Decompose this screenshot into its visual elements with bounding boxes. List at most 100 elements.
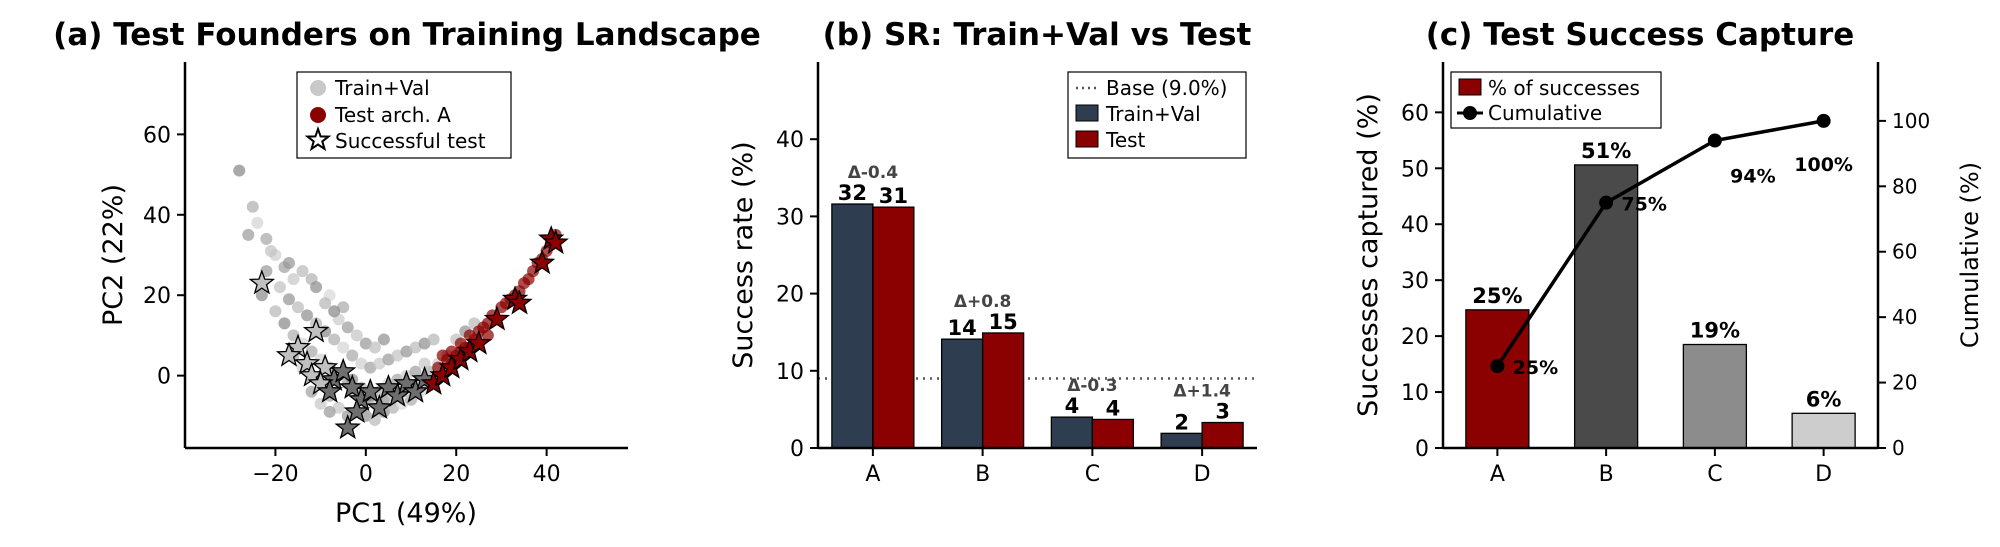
panel-c: (c) Test Success Capture 25% 51% 19% 6% 25% 7… — [1353, 17, 1984, 487]
train-val-point — [368, 341, 381, 354]
train-val-point — [301, 309, 314, 322]
panel-c-title: (c) Test Success Capture — [1426, 17, 1855, 53]
y-tick-label: 30 — [776, 205, 804, 230]
test-arch-a-point — [481, 329, 494, 342]
successful-test-star — [248, 269, 276, 295]
panel-a-ticks: −20 0 20 40 0 20 40 60 — [143, 123, 561, 487]
successful-test-star — [465, 329, 492, 355]
y-tick-label: 0 — [790, 437, 804, 462]
train-val-point — [273, 281, 286, 294]
train-val-point — [269, 305, 282, 318]
train-val-point — [310, 281, 323, 294]
cumulative-line — [1495, 119, 1824, 368]
y-tick-label: 30 — [1401, 269, 1429, 294]
panel-b-title: (b) SR: Train+Val vs Test — [823, 17, 1252, 53]
bar-value-label: 51% — [1581, 139, 1631, 163]
bar-value-label: 14 — [948, 316, 977, 340]
train-val-point — [296, 265, 309, 278]
y-right-tick-label: 40 — [1892, 305, 1917, 329]
y-tick-label: 40 — [1401, 213, 1429, 238]
cumulative-value-label: 94% — [1730, 166, 1775, 188]
legend-pct-successes-label: % of successes — [1488, 76, 1640, 100]
successes-bar — [1682, 343, 1748, 449]
train-val-point — [332, 401, 345, 414]
legend-test-arch-label: Test arch. A — [334, 103, 451, 127]
legend-train-val-label: Train+Val — [1105, 102, 1201, 126]
x-tick-label: B — [975, 462, 990, 487]
y-tick-label: 50 — [1401, 157, 1429, 182]
y-tick-label: 0 — [1415, 437, 1429, 462]
train-val-point — [418, 357, 431, 370]
cumulative-value-label: 75% — [1621, 194, 1666, 216]
panel-c-y-label-left: Successes captured (%) — [1353, 93, 1384, 417]
y-right-tick-label: 0 — [1892, 436, 1905, 460]
panel-b-legend: Base (9.0%) Train+Val Test — [1067, 71, 1247, 159]
y-tick-label: 10 — [1401, 381, 1429, 406]
y-right-tick-label: 20 — [1892, 371, 1917, 395]
train-val-point — [328, 305, 341, 318]
test-bar — [1091, 418, 1135, 449]
train-val-point — [337, 301, 350, 314]
bar-value-label: 31 — [879, 184, 908, 208]
panel-b: (b) SR: Train+Val vs Test 32 31Δ-0.414 15Δ… — [728, 17, 1257, 487]
y-tick-label: 20 — [776, 283, 804, 308]
panel-b-y-label: Success rate (%) — [728, 141, 759, 368]
y-tick-label: 20 — [143, 284, 171, 309]
train-val-point — [391, 349, 404, 362]
successful-test-star — [483, 305, 511, 331]
successful-test-star — [329, 357, 357, 383]
panel-a-x-label: PC1 (49%) — [335, 498, 477, 529]
successful-test-star — [402, 377, 429, 403]
train-val-point — [292, 301, 305, 314]
bar-value-label: 6% — [1806, 387, 1842, 411]
panel-b-plot-area: 32 31Δ-0.4 14 15Δ+0.8 4 4Δ-0.3 2 3Δ+1.4 — [818, 163, 1257, 449]
y-tick-label: 10 — [776, 360, 804, 385]
legend-test-label: Test — [1105, 128, 1146, 152]
bar-value-label: 15 — [989, 310, 1018, 334]
successful-test-star — [384, 381, 411, 407]
train-val-bar — [1160, 432, 1203, 449]
legend-base-label: Base (9.0%) — [1106, 76, 1227, 100]
y-right-tick-label: 80 — [1892, 174, 1917, 198]
successful-test-star — [528, 249, 556, 275]
bar-value-label: 3 — [1215, 400, 1230, 424]
legend-star-icon — [304, 125, 332, 152]
legend-pct-successes-swatch — [1458, 78, 1482, 96]
panel-c-plot-area: 25% 51% 19% 6% 25% 75% 94% 100% — [1465, 113, 1856, 449]
x-tick-label: A — [865, 462, 880, 487]
panel-a-legend: Train+Val Test arch. A Successful test — [296, 71, 512, 159]
y-tick-label: 60 — [1401, 101, 1429, 126]
successful-test-star — [339, 373, 366, 399]
train-val-point — [337, 341, 350, 354]
train-val-bar — [831, 203, 874, 449]
bar-value-label: 4 — [1106, 396, 1121, 420]
train-val-point — [242, 228, 255, 241]
successful-test-star — [316, 377, 343, 403]
train-val-point — [409, 365, 422, 378]
train-val-bar — [940, 338, 984, 449]
successful-test-star — [542, 229, 569, 255]
successful-test-star — [366, 393, 393, 420]
train-val-point — [328, 333, 341, 346]
train-val-point — [346, 349, 359, 362]
x-tick-label: B — [1599, 462, 1614, 487]
x-tick-label: 0 — [359, 462, 373, 487]
successes-bar — [1791, 412, 1856, 449]
cumulative-value-label: 25% — [1513, 357, 1558, 379]
train-val-point — [233, 164, 246, 177]
legend-test-swatch — [1075, 130, 1099, 148]
panel-a-y-label: PC2 (22%) — [98, 184, 129, 326]
legend-test-arch-marker — [310, 107, 326, 123]
train-val-point — [319, 297, 332, 310]
train-val-point — [264, 244, 277, 257]
cumulative-marker — [1490, 359, 1505, 374]
delta-label: Δ-0.4 — [848, 163, 898, 183]
panel-a-plot-area — [233, 164, 569, 440]
train-val-point — [251, 216, 264, 229]
legend-successful-test-label: Successful test — [335, 129, 486, 153]
delta-label: Δ-0.3 — [1067, 376, 1117, 396]
train-val-point — [282, 257, 295, 270]
y-right-tick-label: 60 — [1892, 240, 1917, 264]
train-val-point — [427, 333, 440, 346]
